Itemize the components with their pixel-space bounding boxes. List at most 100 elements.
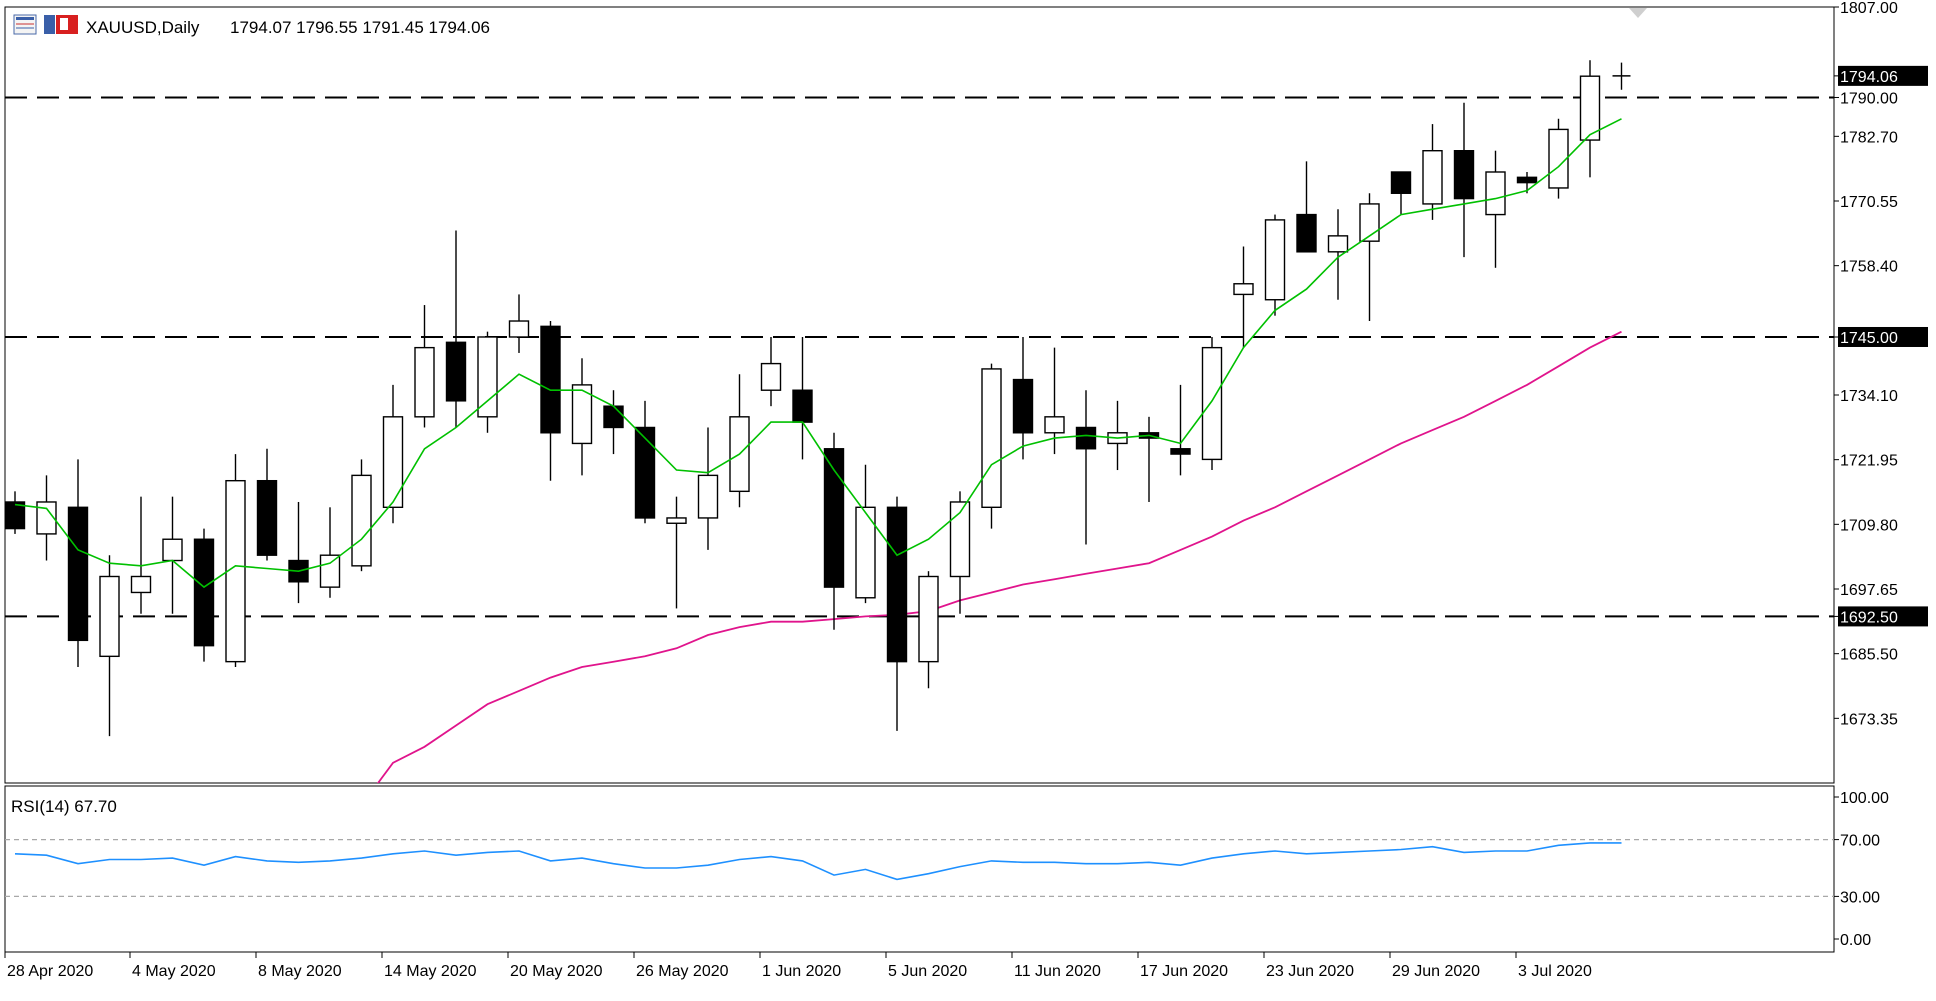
price-tick-label: 1692.50	[1840, 609, 1898, 626]
candle[interactable]	[1012, 336, 1034, 460]
slow-ma-line	[376, 330, 1622, 783]
candle[interactable]	[351, 459, 372, 572]
candle[interactable]	[193, 528, 215, 662]
price-tick-label: 1709.80	[1840, 517, 1898, 534]
candle-body	[1075, 426, 1097, 450]
candle[interactable]	[1201, 336, 1223, 471]
candle-body	[1296, 213, 1317, 253]
candle-body	[256, 479, 278, 556]
candle[interactable]	[67, 459, 89, 667]
candle[interactable]	[130, 496, 152, 614]
candle[interactable]	[319, 507, 341, 598]
candle[interactable]	[1390, 171, 1412, 215]
candle-body	[981, 368, 1002, 509]
rsi-line	[14, 842, 1622, 881]
candle[interactable]	[225, 454, 246, 667]
candle-body	[571, 384, 593, 445]
candle[interactable]	[99, 555, 120, 737]
candle[interactable]	[1453, 102, 1475, 258]
candle[interactable]	[981, 363, 1002, 529]
candle[interactable]	[1296, 161, 1317, 253]
candle-body	[225, 479, 246, 663]
scroll-marker-icon[interactable]	[1629, 8, 1647, 18]
price-tick-label: 1770.55	[1840, 194, 1898, 211]
time-axis-label: 8 May 2020	[258, 963, 342, 980]
candle[interactable]	[571, 358, 593, 476]
candle[interactable]	[445, 230, 467, 428]
candle-body	[351, 474, 372, 567]
candle[interactable]	[382, 384, 404, 524]
price-level-tag	[1838, 65, 1928, 86]
candle[interactable]	[508, 294, 530, 353]
time-axis-label: 11 Jun 2020	[1014, 963, 1101, 980]
candle-body	[886, 506, 908, 663]
time-axis-label: 29 Jun 2020	[1392, 963, 1480, 980]
candle-body	[1422, 150, 1443, 205]
time-axis-label: 5 Jun 2020	[888, 963, 967, 980]
candle[interactable]	[1233, 246, 1254, 348]
candle-body	[445, 341, 467, 402]
time-axis-label: 26 May 2020	[636, 963, 729, 980]
candle-body	[1233, 283, 1254, 296]
candle-body	[1201, 346, 1223, 461]
price-tick-label: 1790.00	[1840, 90, 1898, 107]
candle-body	[382, 416, 404, 509]
candle-body	[5, 501, 26, 530]
candle[interactable]	[949, 491, 971, 614]
candle[interactable]	[1075, 390, 1097, 545]
candle-body	[67, 506, 89, 642]
price-tick-label: 1745.00	[1840, 330, 1898, 347]
candle[interactable]	[1548, 118, 1569, 199]
rsi-tick-label: 30.00	[1840, 889, 1880, 906]
candle[interactable]	[1422, 124, 1443, 220]
rsi-tick-label: 100.00	[1840, 790, 1889, 807]
candle[interactable]	[414, 305, 435, 428]
ohlc-readout: 1794.07 1796.55 1791.45 1794.06	[230, 18, 490, 37]
candle[interactable]	[1612, 62, 1631, 90]
price-tick-label: 1758.40	[1840, 259, 1898, 276]
candle-body	[508, 320, 530, 338]
candle-body	[697, 474, 719, 519]
price-tick-label: 1697.65	[1840, 582, 1898, 599]
candle[interactable]	[1327, 209, 1349, 300]
candle[interactable]	[256, 448, 278, 561]
candle-body	[414, 346, 435, 418]
time-axis-label: 14 May 2020	[384, 963, 477, 980]
price-tick-label: 1782.70	[1840, 129, 1898, 146]
candle[interactable]	[1485, 150, 1506, 268]
candle-body	[99, 575, 120, 658]
candle-body	[1012, 378, 1034, 434]
candle[interactable]	[1170, 384, 1191, 476]
candle[interactable]	[697, 427, 719, 550]
candle[interactable]	[760, 336, 782, 407]
candle[interactable]	[823, 432, 845, 630]
time-axis-label: 4 May 2020	[132, 963, 216, 980]
candle[interactable]	[540, 321, 561, 481]
candle[interactable]	[1044, 347, 1065, 455]
candle[interactable]	[792, 336, 813, 460]
candle-body	[792, 389, 813, 423]
chart-window-icon[interactable]	[13, 14, 78, 35]
candle-body	[918, 575, 939, 663]
time-axis-label: 17 Jun 2020	[1140, 963, 1228, 980]
candle[interactable]	[5, 491, 26, 534]
time-axis-label: 3 Jul 2020	[1518, 963, 1592, 980]
price-level-tag	[1838, 326, 1928, 347]
price-tick-label: 1685.50	[1840, 647, 1898, 664]
candle-body	[540, 325, 561, 434]
candle[interactable]	[1264, 214, 1286, 316]
candle[interactable]	[918, 571, 939, 689]
candle-body	[1548, 128, 1569, 189]
candle[interactable]	[36, 475, 57, 561]
candle[interactable]	[855, 464, 876, 604]
candle[interactable]	[886, 496, 908, 731]
price-tick-label: 1794.06	[1840, 69, 1898, 86]
candle[interactable]	[1579, 60, 1601, 178]
candle[interactable]	[634, 400, 656, 524]
candle[interactable]	[666, 496, 687, 609]
rsi-tick-label: 0.00	[1840, 932, 1871, 949]
candle-body	[162, 538, 183, 562]
candle-body	[130, 575, 152, 594]
